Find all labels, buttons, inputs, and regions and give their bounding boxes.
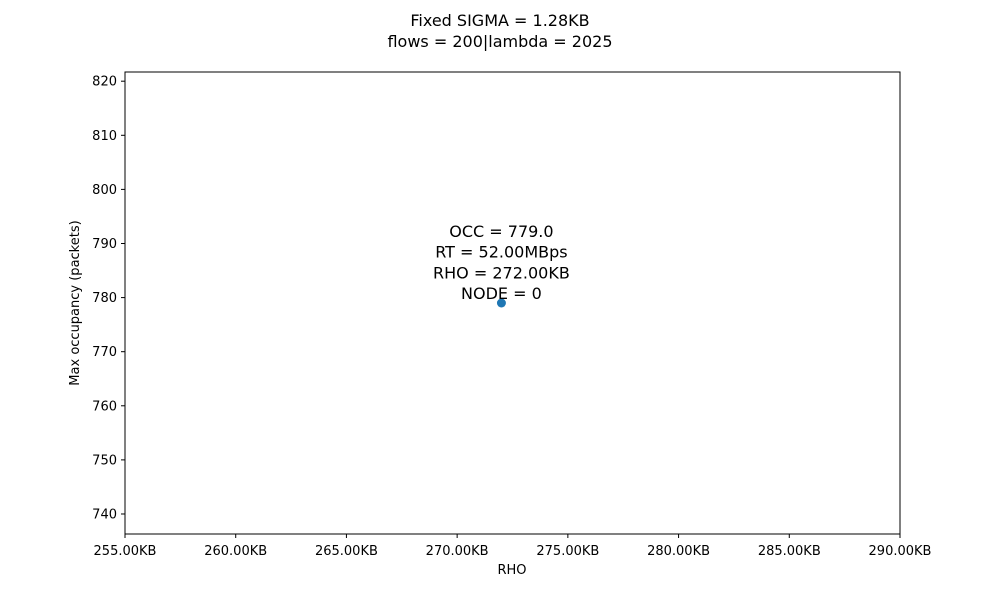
plot-area xyxy=(124,71,901,535)
point-annotation-line: RHO = 272.00KB xyxy=(433,263,570,282)
y-tick-label: 820 xyxy=(92,75,117,90)
y-tick-label: 740 xyxy=(92,507,117,522)
x-axis: 255.00KB 260.00KB 265.00KB 270.00KB 275.00KB… xyxy=(94,534,932,559)
x-tick-label: 275.00KB xyxy=(536,544,599,559)
x-tick-label: 255.00KB xyxy=(94,544,157,559)
y-tick-label: 780 xyxy=(92,291,117,306)
data-points xyxy=(496,298,506,308)
y-tick-label: 790 xyxy=(92,237,117,252)
y-tick-label: 810 xyxy=(92,129,117,144)
x-tick-label: 265.00KB xyxy=(315,544,378,559)
x-tick-label: 280.00KB xyxy=(647,544,710,559)
y-axis-label: Max occupancy (packets) xyxy=(68,220,83,385)
chart-subtitle: flows = 200|lambda = 2025 xyxy=(387,32,612,51)
point-annotation-line: RT = 52.00MBps xyxy=(435,243,567,262)
x-tick-label: 260.00KB xyxy=(204,544,267,559)
point-annotation-line: NODE = 0 xyxy=(461,284,542,303)
data-point xyxy=(496,298,506,308)
y-tick-label: 800 xyxy=(92,183,117,198)
point-annotation-line: OCC = 779.0 xyxy=(449,222,553,241)
y-tick-label: 760 xyxy=(92,399,117,414)
x-tick-label: 290.00KB xyxy=(869,544,932,559)
y-tick-label: 750 xyxy=(92,453,117,468)
y-axis: 740 750 760 770 780 790 800 810 820 xyxy=(92,75,125,522)
x-axis-label: RHO xyxy=(497,563,526,578)
chart-title: Fixed SIGMA = 1.28KB xyxy=(410,11,589,30)
y-tick-label: 770 xyxy=(92,345,117,360)
x-tick-label: 270.00KB xyxy=(426,544,489,559)
x-tick-label: 285.00KB xyxy=(758,544,821,559)
